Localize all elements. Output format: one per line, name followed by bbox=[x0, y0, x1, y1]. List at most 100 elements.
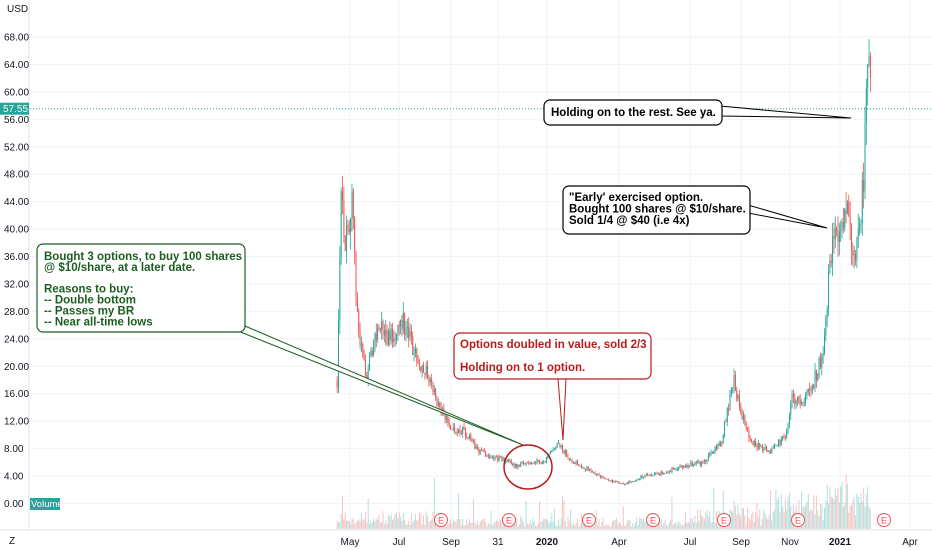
volume-bar bbox=[612, 521, 613, 529]
candle-body bbox=[507, 460, 508, 462]
candle-body bbox=[643, 477, 644, 478]
volume-bar bbox=[545, 519, 546, 529]
candle-body bbox=[404, 313, 405, 335]
candle-body bbox=[401, 320, 402, 329]
volume-bar bbox=[860, 493, 861, 529]
volume-bar bbox=[821, 504, 822, 529]
y-tick-label: 0.00 bbox=[4, 499, 24, 510]
candle-body bbox=[654, 474, 655, 476]
volume-bar bbox=[642, 519, 643, 529]
volume-bar bbox=[424, 525, 425, 529]
earnings-marker[interactable]: E bbox=[435, 514, 448, 527]
volume-bar bbox=[739, 514, 740, 529]
earnings-marker[interactable]: E bbox=[718, 514, 731, 527]
volume-bar bbox=[414, 520, 415, 529]
candle-body bbox=[458, 430, 459, 433]
volume-bar bbox=[609, 527, 610, 529]
candle-body bbox=[455, 432, 456, 433]
volume-bar bbox=[580, 525, 581, 529]
volume-bar bbox=[607, 525, 608, 529]
candle-body bbox=[603, 476, 604, 477]
earnings-marker[interactable]: E bbox=[878, 514, 891, 527]
volume-bar bbox=[839, 503, 840, 529]
volume-bar bbox=[673, 525, 674, 529]
y-tick-label: 8.00 bbox=[4, 444, 24, 455]
candle-body bbox=[715, 447, 716, 453]
earnings-marker[interactable]: E bbox=[792, 514, 805, 527]
volume-bar bbox=[808, 494, 809, 529]
volume-bar bbox=[509, 527, 510, 529]
candle-body bbox=[681, 466, 682, 467]
candle-body bbox=[411, 331, 412, 336]
candle-body bbox=[508, 460, 509, 461]
candle-body bbox=[576, 461, 577, 464]
volume-bar bbox=[851, 505, 852, 529]
volume-bar bbox=[393, 518, 394, 529]
volume-bar bbox=[576, 523, 577, 529]
candle-body bbox=[650, 475, 651, 476]
candle-body bbox=[808, 389, 809, 392]
candle-body bbox=[524, 463, 525, 464]
volume-bar bbox=[546, 519, 547, 529]
volume-bar bbox=[770, 491, 771, 529]
earnings-marker[interactable]: E bbox=[503, 514, 516, 527]
candle-body bbox=[491, 458, 492, 459]
volume-bar bbox=[736, 515, 737, 529]
candle-body bbox=[777, 445, 778, 446]
candle-body bbox=[837, 232, 838, 242]
volume-bar bbox=[732, 513, 733, 529]
earnings-marker[interactable]: E bbox=[583, 514, 596, 527]
candle-body bbox=[781, 438, 782, 445]
candle-body bbox=[833, 236, 834, 239]
volume-bar bbox=[636, 517, 637, 529]
candle-body bbox=[620, 483, 621, 484]
volume-bar bbox=[685, 512, 686, 529]
candle-body bbox=[420, 367, 421, 371]
volume-bar bbox=[843, 507, 844, 529]
candle-body bbox=[519, 465, 520, 467]
candle-body bbox=[358, 311, 359, 331]
volume-bar bbox=[785, 499, 786, 529]
volume-bar bbox=[630, 521, 631, 529]
volume-bar bbox=[549, 523, 550, 529]
volume-bar bbox=[488, 523, 489, 529]
volume-bar bbox=[337, 520, 338, 529]
volume-bar bbox=[597, 525, 598, 529]
candle-body bbox=[613, 481, 614, 482]
volume-bar bbox=[864, 507, 865, 529]
candle-body bbox=[472, 440, 473, 441]
volume-bar bbox=[499, 521, 500, 529]
earnings-marker[interactable]: E bbox=[647, 514, 660, 527]
volume-bar bbox=[593, 527, 594, 529]
candle-body bbox=[580, 466, 581, 467]
candle-body bbox=[554, 449, 555, 450]
volume-bar bbox=[688, 521, 689, 529]
candle-body bbox=[495, 457, 496, 459]
candle-body bbox=[727, 409, 728, 423]
candle-body bbox=[516, 464, 517, 468]
volume-bar bbox=[458, 493, 459, 529]
volume-bar bbox=[627, 521, 628, 529]
volume-bar bbox=[539, 502, 540, 529]
volume-bar bbox=[829, 487, 830, 529]
candle-body bbox=[419, 363, 420, 367]
volume-bar bbox=[742, 508, 743, 529]
candle-body bbox=[360, 331, 361, 345]
volume-bar bbox=[380, 523, 381, 529]
timezone-button[interactable]: Z bbox=[2, 533, 22, 548]
candle-body bbox=[581, 466, 582, 468]
candle-body bbox=[835, 228, 836, 239]
volume-bar bbox=[400, 517, 401, 529]
y-tick-label: 16.00 bbox=[4, 389, 29, 400]
volume-bar bbox=[535, 526, 536, 529]
volume-bar bbox=[827, 485, 828, 529]
volume-bar bbox=[401, 521, 402, 529]
volume-bar bbox=[842, 482, 843, 529]
candle-body bbox=[789, 415, 790, 423]
volume-bar bbox=[752, 512, 753, 529]
volume-bar bbox=[708, 516, 709, 529]
candle-body bbox=[612, 480, 613, 482]
volume-bar bbox=[474, 523, 475, 529]
candle-body bbox=[815, 370, 816, 387]
